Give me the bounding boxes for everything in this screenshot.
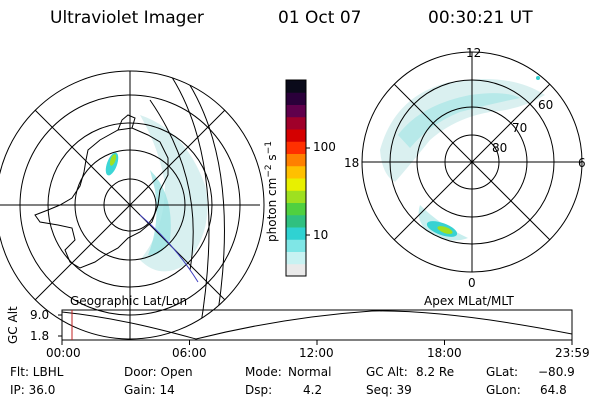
colorbar-segment xyxy=(286,104,306,118)
altitude-ytick-high: 9.0 xyxy=(30,308,50,322)
colorbar-segment xyxy=(286,129,306,142)
altitude-ytick-low: 1.8 xyxy=(30,329,50,343)
mlat-label-70: 70 xyxy=(512,121,528,135)
app-title: Ultraviolet Imager xyxy=(50,8,204,28)
colorbar-segment xyxy=(286,202,306,216)
colorbar-unit-label: photon cm−2 s−1 xyxy=(264,141,279,242)
mlt-label-6: 6 xyxy=(578,156,586,170)
mode-label: Mode: xyxy=(245,365,282,379)
colorbar-segment xyxy=(286,165,306,179)
date-label: 01 Oct 07 xyxy=(278,8,362,28)
colorbar-segment xyxy=(286,227,306,240)
colorbar-tick-100: 100 xyxy=(313,140,336,154)
aurora-oval xyxy=(418,205,468,241)
ip-readout: IP: 36.0 xyxy=(10,383,56,397)
unit-text: photon cm xyxy=(265,177,279,242)
gain-readout: Gain: 14 xyxy=(124,383,175,397)
gcalt-value: 8.2 Re xyxy=(416,365,455,379)
altitude-ylabel: GC Alt xyxy=(6,306,20,344)
filter-readout: Flt: LBHL xyxy=(10,365,64,379)
glon-label: GLon: xyxy=(486,383,521,397)
aurora-oval xyxy=(398,93,520,148)
door-readout: Door: Open xyxy=(124,365,193,379)
unit-text: s xyxy=(265,154,279,161)
colorbar-segment xyxy=(286,214,306,228)
dsp-label: Dsp: xyxy=(245,383,273,397)
xtick-0600: 06:00 xyxy=(172,346,207,360)
aurora-region xyxy=(140,115,208,272)
mlt-label-0: 0 xyxy=(468,276,476,290)
colorbar-segment xyxy=(286,153,306,167)
color-scale-ticks xyxy=(285,79,310,277)
dsp-value: 4.2 xyxy=(303,383,323,397)
color-scale-bar xyxy=(286,80,306,277)
xtick-2359: 23:59 xyxy=(555,346,590,360)
gcalt-label: GC Alt: xyxy=(366,365,408,379)
aurora-core xyxy=(109,154,117,166)
geographic-map xyxy=(0,70,265,340)
mlt-label-18: 18 xyxy=(344,156,360,170)
glat-label: GLat: xyxy=(486,365,519,379)
aurora-core xyxy=(437,226,453,234)
colorbar-segment xyxy=(286,92,306,105)
xtick-0000: 00:00 xyxy=(46,346,81,360)
unit-exponent: −2 xyxy=(264,164,274,178)
mlat-label-60: 60 xyxy=(538,98,554,112)
glat-value: −80.9 xyxy=(538,365,575,379)
altitude-curve xyxy=(62,310,572,340)
seq-readout: Seq: 39 xyxy=(366,383,412,397)
aurora-oval xyxy=(380,78,545,182)
colorbar-tick-10: 10 xyxy=(313,228,329,242)
colorbar-segment xyxy=(286,116,306,130)
colorbar-segment xyxy=(286,263,306,277)
glon-value: 64.8 xyxy=(540,383,567,397)
mlt-label-12: 12 xyxy=(466,46,482,60)
unit-exponent: −1 xyxy=(264,141,274,155)
colorbar-segment xyxy=(286,178,306,191)
continent-outline xyxy=(34,127,169,269)
colorbar-segment xyxy=(286,239,306,252)
colorbar-segment xyxy=(286,141,306,154)
mlat-label-80: 80 xyxy=(492,141,508,155)
colorbar-segment xyxy=(286,190,306,203)
xtick-1200: 12:00 xyxy=(299,346,334,360)
colorbar-segment xyxy=(286,251,306,265)
terminator-line xyxy=(139,214,199,283)
xtick-1800: 18:00 xyxy=(427,346,462,360)
colorbar-segment xyxy=(286,80,306,93)
geographic-caption: Geographic Lat/Lon xyxy=(70,294,188,308)
apex-polar-plot xyxy=(361,51,583,273)
altitude-plot xyxy=(58,309,573,345)
mode-value: Normal xyxy=(288,365,332,379)
aurora-region xyxy=(148,170,171,256)
time-label: 00:30:21 UT xyxy=(428,8,533,28)
apex-caption: Apex MLat/MLT xyxy=(424,294,514,308)
